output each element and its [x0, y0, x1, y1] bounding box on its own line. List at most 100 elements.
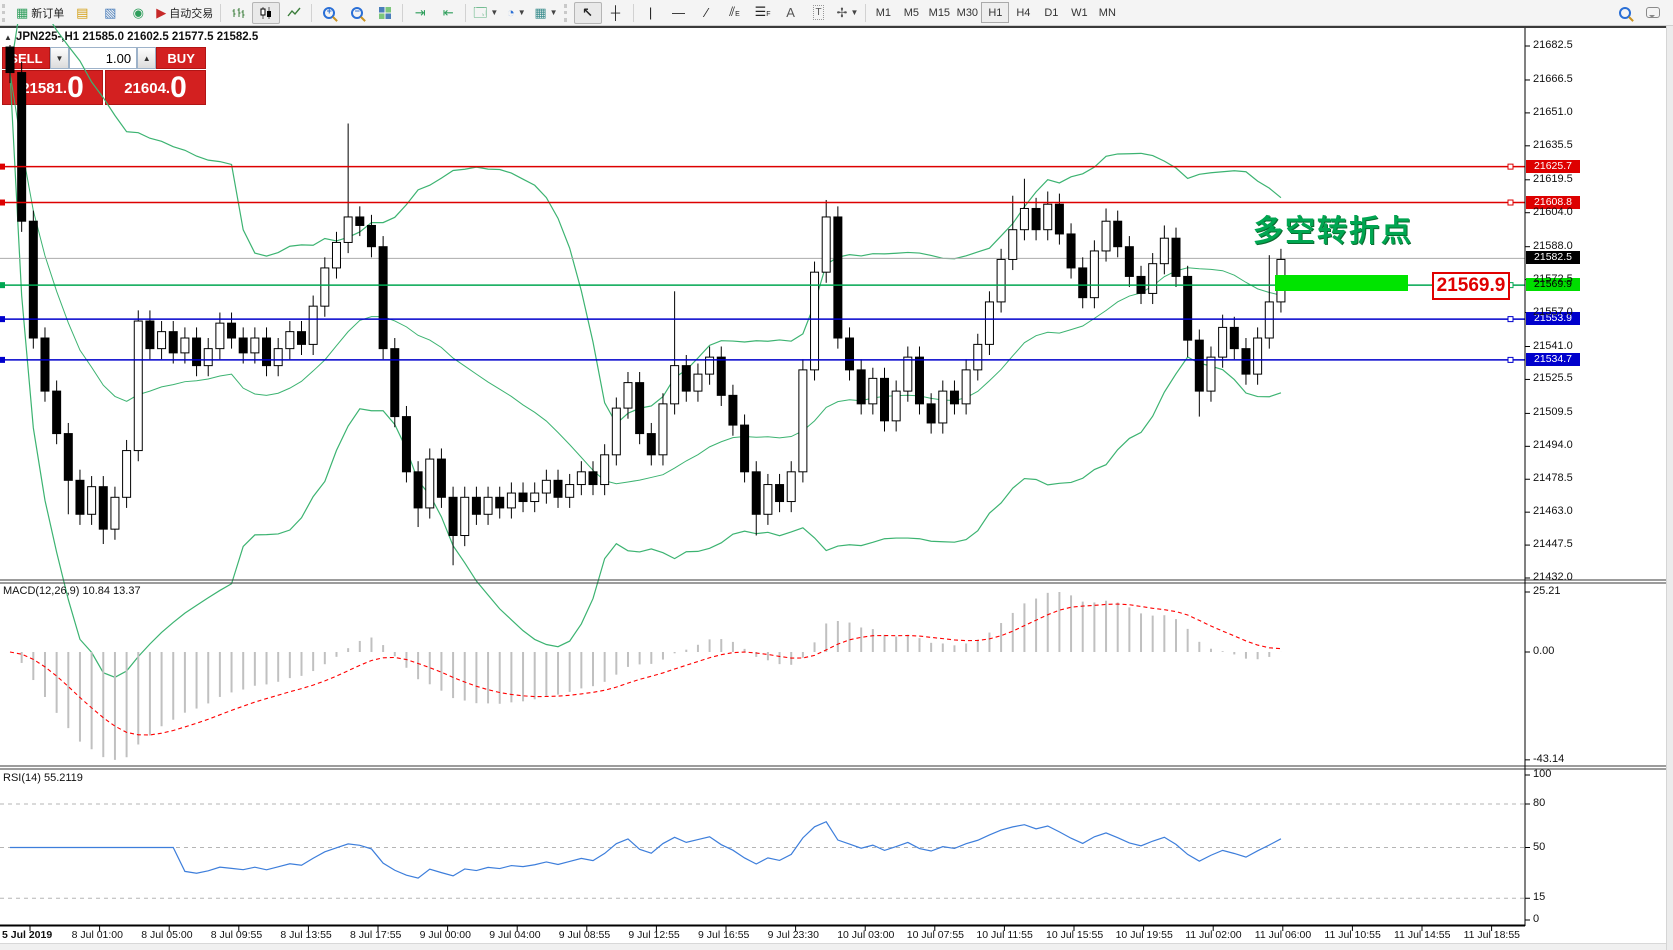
time-axis-label: 10 Jul 03:00 — [837, 929, 895, 941]
timeframe-w1-button[interactable]: W1 — [1071, 6, 1088, 19]
candle — [413, 471, 423, 509]
candle — [728, 394, 738, 426]
horizontal-line-button[interactable]: — — [665, 2, 693, 24]
autotrading-button[interactable]: ▶ 自动交易 — [152, 2, 217, 24]
timeframe-h1-button[interactable]: H1 — [981, 2, 1010, 23]
timeframe-m5-button[interactable]: M5 — [903, 6, 919, 19]
candle — [285, 331, 295, 350]
buy-price-button[interactable]: 21604. 0 — [105, 70, 206, 105]
timeframe-h4-button[interactable]: H4 — [1016, 6, 1031, 19]
candle — [1206, 356, 1216, 392]
candle — [1078, 267, 1088, 299]
symbol-header: ▲ JPN225-,H1 21585.0 21602.5 21577.5 2158… — [4, 31, 258, 43]
signal-icon: ◉ — [132, 5, 144, 20]
candle — [1183, 275, 1193, 341]
candle — [1054, 203, 1064, 235]
vertical-line-button[interactable]: | — [637, 2, 665, 24]
arrows-button[interactable]: ✢ ▼ — [836, 5, 859, 20]
line-chart-icon — [287, 7, 301, 16]
new-chart-button[interactable]: 🗔 ▼ — [473, 5, 499, 20]
candle — [75, 479, 85, 515]
fibonacci-button[interactable]: ☰F — [749, 2, 777, 24]
candle — [63, 433, 73, 481]
candle — [1043, 203, 1053, 231]
one-click-collapse-icon[interactable]: ▲ — [4, 33, 12, 42]
new-order-button[interactable]: ▦ 新订单 — [12, 2, 68, 24]
candle — [40, 337, 50, 392]
toolbar-separator — [865, 3, 867, 22]
text-icon: A — [786, 5, 795, 20]
time-axis-label: 8 Jul 17:55 — [350, 929, 402, 941]
candle — [646, 433, 656, 456]
toolbar-grip[interactable] — [563, 3, 572, 22]
text-button[interactable]: A — [777, 2, 805, 24]
sell-price-dot: . — [62, 80, 68, 97]
price-axis-tick: 21509.5 — [1533, 406, 1573, 419]
candle — [751, 471, 761, 515]
timeframe-m30-button[interactable]: M30 — [956, 6, 979, 19]
chat-button[interactable] — [1639, 2, 1667, 24]
volume-input[interactable]: 1.00 — [69, 47, 138, 69]
candle — [693, 373, 703, 392]
chart-shift-button[interactable]: ⇤ — [434, 2, 462, 24]
timeframe-m1-button[interactable]: M1 — [875, 6, 891, 19]
chart-canvas[interactable] — [0, 24, 1673, 950]
candle — [168, 331, 178, 354]
trendline-button[interactable]: ∕ — [693, 2, 721, 24]
rsi-axis-tick: 80 — [1533, 797, 1546, 809]
candle — [506, 492, 516, 509]
time-axis-label: 8 Jul 13:55 — [280, 929, 332, 941]
crosshair-button[interactable]: ┼ — [602, 2, 630, 24]
candle — [891, 390, 901, 422]
chart-profile-button[interactable]: ▦ ▼ — [534, 5, 558, 20]
timeframe-mn-button[interactable]: MN — [1098, 6, 1116, 19]
auto-scroll-button[interactable]: ⇥ — [406, 2, 434, 24]
signal-button[interactable]: ◉ — [124, 2, 152, 24]
annotation-price-label[interactable]: 21569.9 — [1432, 272, 1510, 300]
hline-price-badge: 21608.8 — [1526, 195, 1580, 209]
equidistant-channel-button[interactable]: ⫽E — [721, 2, 749, 24]
hline-price-badge: 21553.9 — [1526, 312, 1580, 326]
buy-price-pips: 0 — [170, 71, 187, 104]
tile-windows-button[interactable] — [371, 2, 399, 24]
line-chart-button[interactable] — [280, 2, 308, 24]
periods-button[interactable]: ◔ ▼ — [506, 5, 526, 20]
candle — [483, 496, 493, 515]
candle — [17, 72, 27, 222]
auto-scroll-icon: ⇥ — [414, 5, 426, 20]
toolbar-grip[interactable] — [2, 3, 10, 22]
volume-decrease-button[interactable]: ▼ — [49, 47, 69, 69]
candle — [926, 403, 936, 424]
text-label-button[interactable]: T — [805, 2, 833, 24]
zoom-in-button[interactable]: + — [315, 2, 343, 24]
candle — [961, 369, 971, 405]
bar-chart-button[interactable] — [224, 2, 252, 24]
zoom-out-button[interactable]: − — [343, 2, 371, 24]
zoom-in-icon: + — [323, 6, 339, 22]
search-icon — [1619, 6, 1634, 22]
search-button[interactable] — [1611, 2, 1639, 24]
cursor-button[interactable]: ↖ — [573, 1, 602, 24]
candle — [238, 337, 248, 354]
time-axis-label: 11 Jul 14:55 — [1394, 929, 1451, 941]
new-order-label: 新订单 — [31, 7, 65, 20]
timeframe-d1-button[interactable]: D1 — [1044, 6, 1059, 19]
book-button[interactable]: ▤ — [68, 2, 96, 24]
buy-button[interactable]: BUY — [156, 47, 207, 69]
candlestick-chart-button[interactable] — [252, 1, 281, 24]
annotation-rect[interactable] — [1275, 275, 1408, 291]
time-axis-label: 9 Jul 16:55 — [698, 929, 750, 941]
volume-increase-button[interactable]: ▲ — [137, 47, 157, 69]
candle — [331, 241, 341, 269]
timeframe-m15-button[interactable]: M15 — [928, 6, 951, 19]
price-axis-tick: 21525.5 — [1533, 372, 1573, 385]
candle — [1194, 339, 1204, 392]
profile-button[interactable]: ▧ — [96, 2, 124, 24]
candle — [798, 369, 808, 473]
rsi-axis-tick: 50 — [1533, 840, 1546, 853]
price-axis-tick: 21666.5 — [1533, 72, 1573, 85]
candle — [833, 216, 843, 339]
annotation-text[interactable]: 多空转折点 — [1253, 215, 1413, 248]
candlestick-chart-icon — [260, 6, 272, 19]
toolbar-separator — [465, 3, 467, 22]
